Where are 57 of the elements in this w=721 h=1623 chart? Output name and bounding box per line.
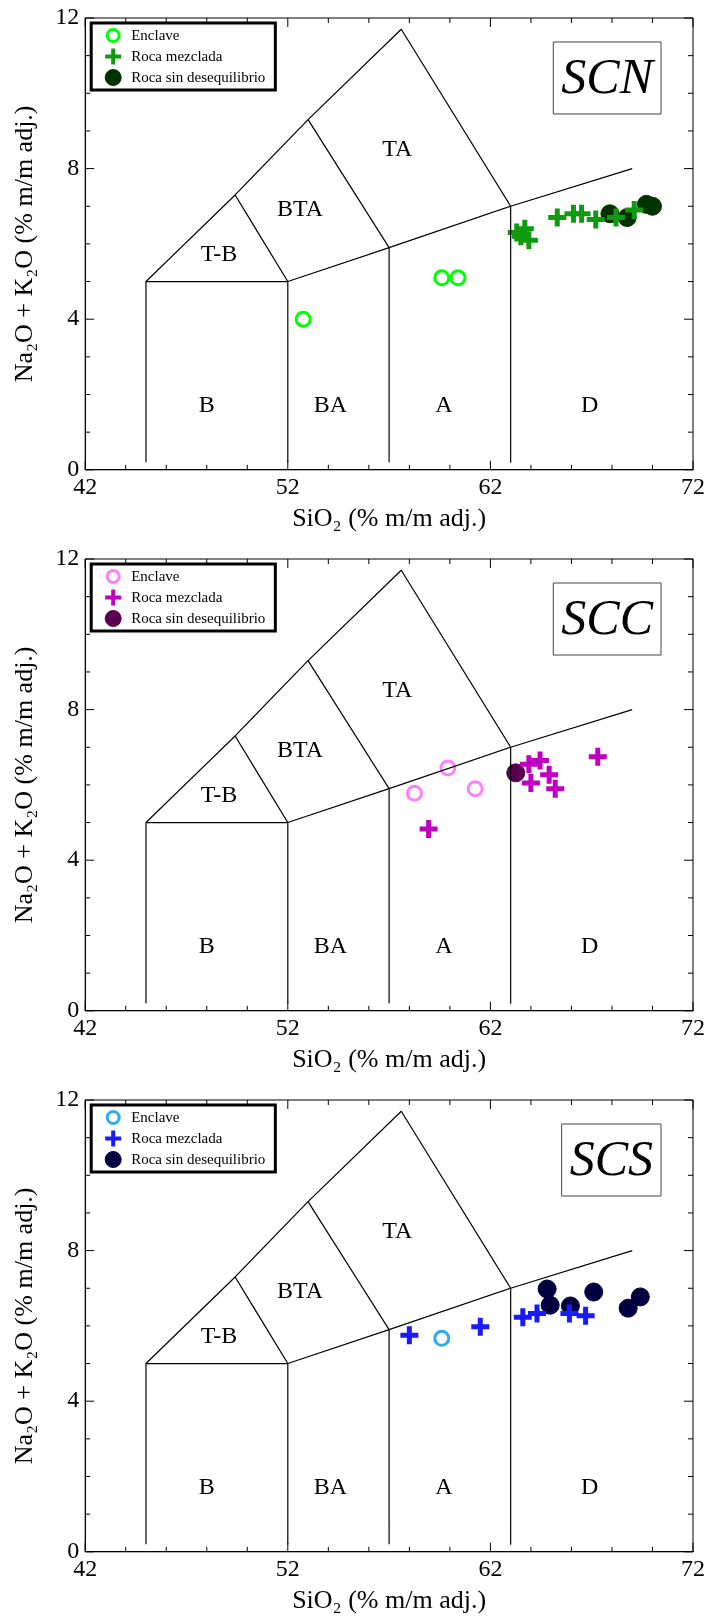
annotation: BA — [313, 932, 348, 959]
legend-label: Enclave — [131, 1109, 180, 1126]
annotation: B — [198, 1473, 215, 1500]
annotation: B — [198, 932, 215, 959]
annotation: A — [435, 932, 454, 959]
annotation: TA — [382, 1217, 413, 1244]
x-tick-label: 72 — [681, 1014, 705, 1041]
x-tick-label: 62 — [478, 1555, 503, 1582]
annotation: SCS — [569, 1130, 653, 1187]
x-axis-title: SiO₂ (% m/m adj.) — [292, 1044, 487, 1074]
annotation: T-B — [200, 781, 238, 808]
annotation: SCN — [561, 48, 656, 105]
legend-label: Roca mezclada — [131, 589, 223, 606]
annotation: BTA — [276, 195, 324, 222]
y-tick-label: 12 — [55, 3, 80, 30]
legend-label: Roca sin desequilibrio — [131, 610, 266, 627]
legend-label: Enclave — [131, 27, 180, 44]
x-axis-title: SiO₂ (% m/m adj.) — [292, 503, 487, 533]
y-tick-label: 8 — [67, 153, 80, 180]
x-tick-label: 72 — [681, 1555, 705, 1582]
annotation: T-B — [200, 240, 238, 267]
legend-label: Roca sin desequilibrio — [131, 69, 266, 86]
y-tick-label: 12 — [55, 1085, 80, 1112]
annotation: T-B — [200, 1322, 238, 1349]
y-tick-label: 8 — [67, 694, 80, 721]
annotation: D — [581, 1473, 599, 1500]
y-tick-label: 4 — [67, 845, 80, 872]
annotation: TA — [382, 135, 413, 162]
x-tick-label: 72 — [681, 473, 705, 500]
annotation: A — [435, 391, 454, 418]
annotation: BTA — [276, 736, 324, 763]
x-tick-label: 62 — [478, 473, 503, 500]
x-tick-label: 62 — [478, 1014, 503, 1041]
annotation: B — [198, 391, 215, 418]
y-tick-label: 12 — [55, 544, 80, 571]
annotation: BA — [313, 1473, 348, 1500]
legend-label: Roca mezclada — [131, 1130, 223, 1147]
x-axis-title: SiO₂ (% m/m adj.) — [292, 1585, 487, 1615]
y-tick-label: 8 — [67, 1235, 80, 1262]
x-tick-label: 52 — [275, 1014, 300, 1041]
x-tick-label: 52 — [275, 473, 300, 500]
annotation: BA — [313, 391, 348, 418]
annotation: TA — [382, 676, 413, 703]
legend-label: Roca mezclada — [131, 48, 223, 65]
legend-label: Roca sin desequilibrio — [131, 1151, 266, 1168]
y-tick-label: 4 — [67, 304, 80, 331]
annotation: BTA — [276, 1277, 324, 1304]
legend-label: Enclave — [131, 568, 180, 585]
annotation: D — [581, 932, 599, 959]
x-tick-label: 52 — [275, 1555, 300, 1582]
annotation: A — [435, 1473, 454, 1500]
y-axis-title: Na₂O + K₂O (% m/m adj.) — [9, 105, 39, 383]
y-axis-title: Na₂O + K₂O (% m/m adj.) — [9, 646, 39, 924]
annotation: D — [581, 391, 599, 418]
y-tick-label: 4 — [67, 1386, 80, 1413]
y-axis-title: Na₂O + K₂O (% m/m adj.) — [9, 1187, 39, 1465]
annotation: SCC — [561, 589, 654, 646]
